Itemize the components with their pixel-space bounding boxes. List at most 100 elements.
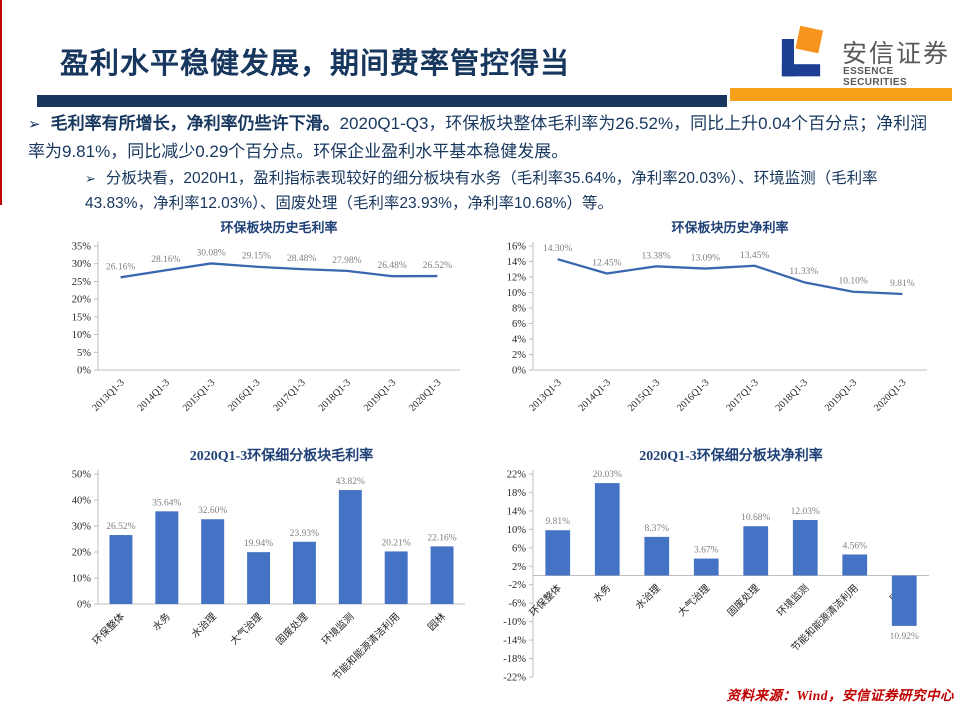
svg-text:2019Q1-3: 2019Q1-3 [823, 377, 859, 413]
title-underline-bar [37, 95, 727, 107]
svg-text:12%: 12% [507, 273, 527, 284]
svg-text:2013Q1-3: 2013Q1-3 [527, 377, 563, 413]
svg-text:25%: 25% [72, 277, 92, 288]
svg-text:29.15%: 29.15% [242, 252, 271, 262]
svg-text:3.67%: 3.67% [694, 546, 719, 556]
svg-text:28.48%: 28.48% [287, 254, 316, 264]
bullet-level2: ➢ 分板块看，2020H1，盈利指标表现较好的细分板块有水务（毛利率35.64%，… [85, 166, 941, 216]
svg-text:2017Q1-3: 2017Q1-3 [724, 377, 760, 413]
bullet-arrow-icon: ➢ [85, 171, 96, 186]
svg-text:32.60%: 32.60% [198, 506, 227, 516]
svg-text:12.45%: 12.45% [592, 259, 621, 269]
svg-text:10.92%: 10.92% [890, 632, 919, 642]
svg-text:水治理: 水治理 [632, 581, 662, 611]
svg-text:18%: 18% [507, 488, 527, 499]
svg-text:2017Q1-3: 2017Q1-3 [271, 377, 307, 413]
svg-text:2019Q1-3: 2019Q1-3 [362, 377, 398, 413]
svg-text:水务: 水务 [150, 610, 173, 633]
svg-text:26.48%: 26.48% [377, 261, 406, 271]
svg-text:20%: 20% [72, 548, 92, 559]
svg-text:14.30%: 14.30% [543, 244, 572, 254]
svg-text:大气治理: 大气治理 [227, 610, 264, 647]
segment-net-margin-bar-chart: 2020Q1-3环保细分板块净利率 22% 18% 14% 10% 6% 2% -2% -6% -… [487, 444, 937, 696]
svg-text:4.56%: 4.56% [842, 541, 867, 551]
svg-text:园林: 园林 [425, 610, 448, 633]
logo-underline-bar [730, 88, 952, 101]
svg-text:27.98%: 27.98% [332, 256, 361, 266]
svg-text:0%: 0% [77, 366, 91, 377]
svg-text:15%: 15% [72, 312, 92, 323]
svg-text:固废处理: 固废处理 [724, 581, 761, 618]
logo-mark-icon [781, 25, 824, 77]
svg-text:2020Q1-3: 2020Q1-3 [407, 377, 443, 413]
logo-name-cn: 安信证券 [842, 40, 951, 68]
svg-text:环境监测: 环境监测 [319, 610, 356, 647]
svg-text:6%: 6% [512, 319, 526, 330]
svg-text:2018Q1-3: 2018Q1-3 [317, 377, 353, 413]
svg-text:固废处理: 固废处理 [273, 610, 310, 647]
svg-text:0%: 0% [512, 366, 526, 377]
svg-text:26.16%: 26.16% [106, 262, 135, 272]
svg-text:22%: 22% [507, 470, 527, 481]
chart-canvas: 2020Q1-3环保细分板块净利率 22% 18% 14% 10% 6% 2% -2% -6% -… [503, 447, 929, 684]
svg-text:12.03%: 12.03% [791, 507, 820, 517]
svg-text:10%: 10% [507, 525, 527, 536]
svg-text:-6%: -6% [509, 599, 527, 610]
svg-text:水治理: 水治理 [188, 610, 218, 640]
svg-text:19.94%: 19.94% [244, 539, 273, 549]
bullet2-text: 分板块看，2020H1，盈利指标表现较好的细分板块有水务（毛利率35.64%，净… [85, 170, 878, 212]
svg-text:2020Q1-3环保细分板块净利率: 2020Q1-3环保细分板块净利率 [639, 447, 823, 464]
svg-text:2020Q1-3: 2020Q1-3 [872, 377, 908, 413]
svg-text:2015Q1-3: 2015Q1-3 [181, 377, 217, 413]
svg-text:14%: 14% [507, 257, 527, 268]
svg-text:8%: 8% [512, 304, 526, 315]
company-logo: 安信证券 ESSENCE SECURITIES [780, 22, 955, 88]
svg-text:26.52%: 26.52% [423, 261, 452, 271]
svg-text:4%: 4% [512, 335, 526, 346]
net-margin-history-line-chart: 环保板块历史净利率 16% 14% 12% 10% 8% 6% 4% 2% 0% 2013Q1-3 2… [487, 216, 935, 444]
svg-text:30%: 30% [72, 522, 92, 533]
svg-text:14%: 14% [507, 506, 527, 517]
svg-text:2016Q1-3: 2016Q1-3 [226, 377, 262, 413]
svg-text:2016Q1-3: 2016Q1-3 [675, 377, 711, 413]
svg-text:10%: 10% [72, 574, 92, 585]
svg-text:50%: 50% [72, 470, 92, 481]
svg-text:6%: 6% [512, 543, 526, 554]
svg-text:20.03%: 20.03% [593, 470, 622, 480]
svg-text:40%: 40% [72, 496, 92, 507]
bullet1-bold-text: 毛利率有所增长，净利率仍些许下滑。 [50, 114, 340, 133]
chart-canvas: 环保板块历史毛利率 35% 30% 25% 20% 15% 10% 5% 0%2013Q1-3 2… [72, 220, 460, 414]
chart-canvas: 2020Q1-3环保细分板块毛利率 50% 40% 30% 20% 10% 0%环保整体 水务… [72, 447, 465, 683]
bullet1-rest-text: 2020Q1-Q3，环保板块整体毛利率为26.52%，同比上升0.04个百分点；… [28, 114, 928, 161]
svg-text:16%: 16% [507, 242, 527, 253]
svg-text:-18%: -18% [503, 654, 526, 665]
page-title: 盈利水平稳健发展，期间费率管控得当 [60, 48, 571, 80]
svg-text:2014Q1-3: 2014Q1-3 [577, 377, 613, 413]
svg-text:8.37%: 8.37% [644, 524, 669, 534]
svg-text:9.81%: 9.81% [890, 279, 915, 289]
chart-canvas: 环保板块历史净利率 16% 14% 12% 10% 8% 6% 4% 2% 0%2013Q1-3 2… [507, 220, 927, 414]
svg-text:-22%: -22% [503, 673, 526, 684]
svg-text:28.16%: 28.16% [151, 255, 180, 265]
segment-gross-margin-bar-chart: 2020Q1-3环保细分板块毛利率 50% 40% 30% 20% 10% 0% 环保整体 水务… [52, 444, 473, 696]
svg-text:35%: 35% [72, 242, 92, 253]
svg-text:环境监测: 环境监测 [774, 581, 811, 618]
svg-text:2%: 2% [512, 350, 526, 361]
svg-text:10.10%: 10.10% [838, 277, 867, 287]
svg-text:13.45%: 13.45% [740, 251, 769, 261]
bullet-level1: ➢ 毛利率有所增长，净利率仍些许下滑。2020Q1-Q3，环保板块整体毛利率为26… [28, 110, 943, 165]
svg-text:大气治理: 大气治理 [675, 581, 712, 618]
svg-text:22.16%: 22.16% [427, 533, 456, 543]
svg-text:43.82%: 43.82% [336, 477, 365, 487]
svg-text:35.64%: 35.64% [152, 498, 181, 508]
left-edge-accent [0, 0, 2, 205]
svg-text:11.33%: 11.33% [789, 267, 818, 277]
svg-text:26.52%: 26.52% [106, 522, 135, 532]
svg-text:10%: 10% [72, 330, 92, 341]
svg-text:13.38%: 13.38% [641, 251, 670, 261]
svg-text:2015Q1-3: 2015Q1-3 [626, 377, 662, 413]
svg-text:13.09%: 13.09% [691, 254, 720, 264]
svg-text:2020Q1-3环保细分板块毛利率: 2020Q1-3环保细分板块毛利率 [190, 447, 374, 464]
svg-text:5%: 5% [77, 348, 91, 359]
